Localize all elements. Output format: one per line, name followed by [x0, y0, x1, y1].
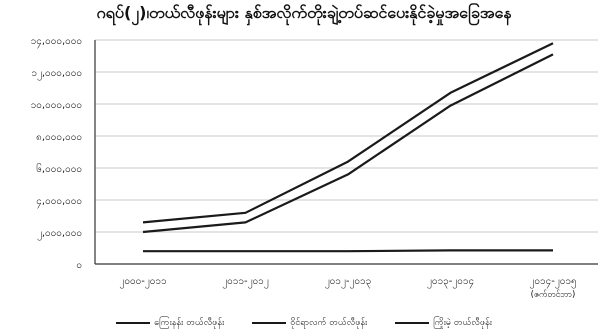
legend-item: ဝိုင်ရာလက် တယ်လီဖုန်း — [252, 314, 367, 332]
y-tick-label: ၈,၀၀၀,၀၀၀ — [36, 132, 82, 143]
y-tick-label: ၁၄,၀၀၀,၀၀၀ — [31, 36, 82, 49]
y-tick-label: ၆,၀၀၀,၀၀၀ — [36, 162, 82, 175]
legend-swatch — [116, 322, 151, 324]
chart-title: ဂရပ်(၂)၊တယ်လီဖုန်းများ နှစ်အလိုက်တိုးချဲ… — [96, 3, 512, 22]
x-tick-label: ၂၀၁၂-၂၀၁၃ — [325, 276, 371, 289]
x-tick-labels: ၂၀၀၀-၂၀၁၁ ၂၀၁၁-၂၀၁၂ ၂၀၁၂-၂၀၁၃ ၂၀၁၃-၂၀၁၄ ၂၀၁၄… — [119, 276, 576, 300]
x-tick-sublabel: (ဇက်တင်ဘာ) — [531, 289, 576, 300]
x-tick-label: ၂၀၁၃-၂၀၁၄ — [427, 276, 474, 289]
legend-item: ကြေးနန်း တယ်လီဖုန်း — [116, 314, 224, 332]
legend-swatch — [252, 322, 287, 324]
y-tick-label: ၂,၀၀၀,၀၀၀ — [37, 228, 82, 241]
series-line-3 — [143, 249, 553, 253]
x-tick-label: ၂၀၁၄-၂၀၁၅ — [529, 276, 576, 289]
legend-item: ကြိုးမဲ့ တယ်လီဖုန်း — [395, 314, 492, 332]
y-tick-label: ၁၂,၀၀၀,၀၀၀ — [31, 68, 82, 81]
legend: ကြေးနန်း တယ်လီဖုန်း ဝိုင်ရာလက် တယ်လီဖုန်း… — [0, 314, 608, 332]
series-line-2 — [142, 53, 554, 234]
axes — [94, 40, 598, 265]
y-tick-labels: ၀ ၂,၀၀၀,၀၀၀ ၄,၀၀၀,၀၀၀ ၆,၀၀၀,၀၀၀ ၈,၀၀၀,၀၀၀ ၁၀,… — [31, 36, 82, 271]
gridlines — [95, 39, 598, 233]
y-tick-label: ၁၀,၀၀၀,၀၀၀ — [31, 100, 82, 111]
legend-label: ကြိုးမဲ့ တယ်လီဖုန်း — [433, 317, 492, 328]
legend-swatch — [395, 322, 430, 324]
series-line-1 — [142, 42, 554, 224]
x-tick-label: ၂၀၁၁-၂၀၁၂ — [222, 276, 269, 289]
y-tick-label: ၀ — [76, 260, 82, 271]
series-lines — [142, 42, 554, 253]
legend-label: ကြေးနန်း တယ်လီဖုန်း — [154, 317, 225, 328]
legend-label: ဝိုင်ရာလက် တယ်လီဖုန်း — [290, 317, 368, 328]
y-tick-label: ၄,၀၀၀,၀၀၀ — [36, 196, 82, 209]
x-tick-label: ၂၀၀၀-၂၀၁၁ — [119, 276, 166, 289]
